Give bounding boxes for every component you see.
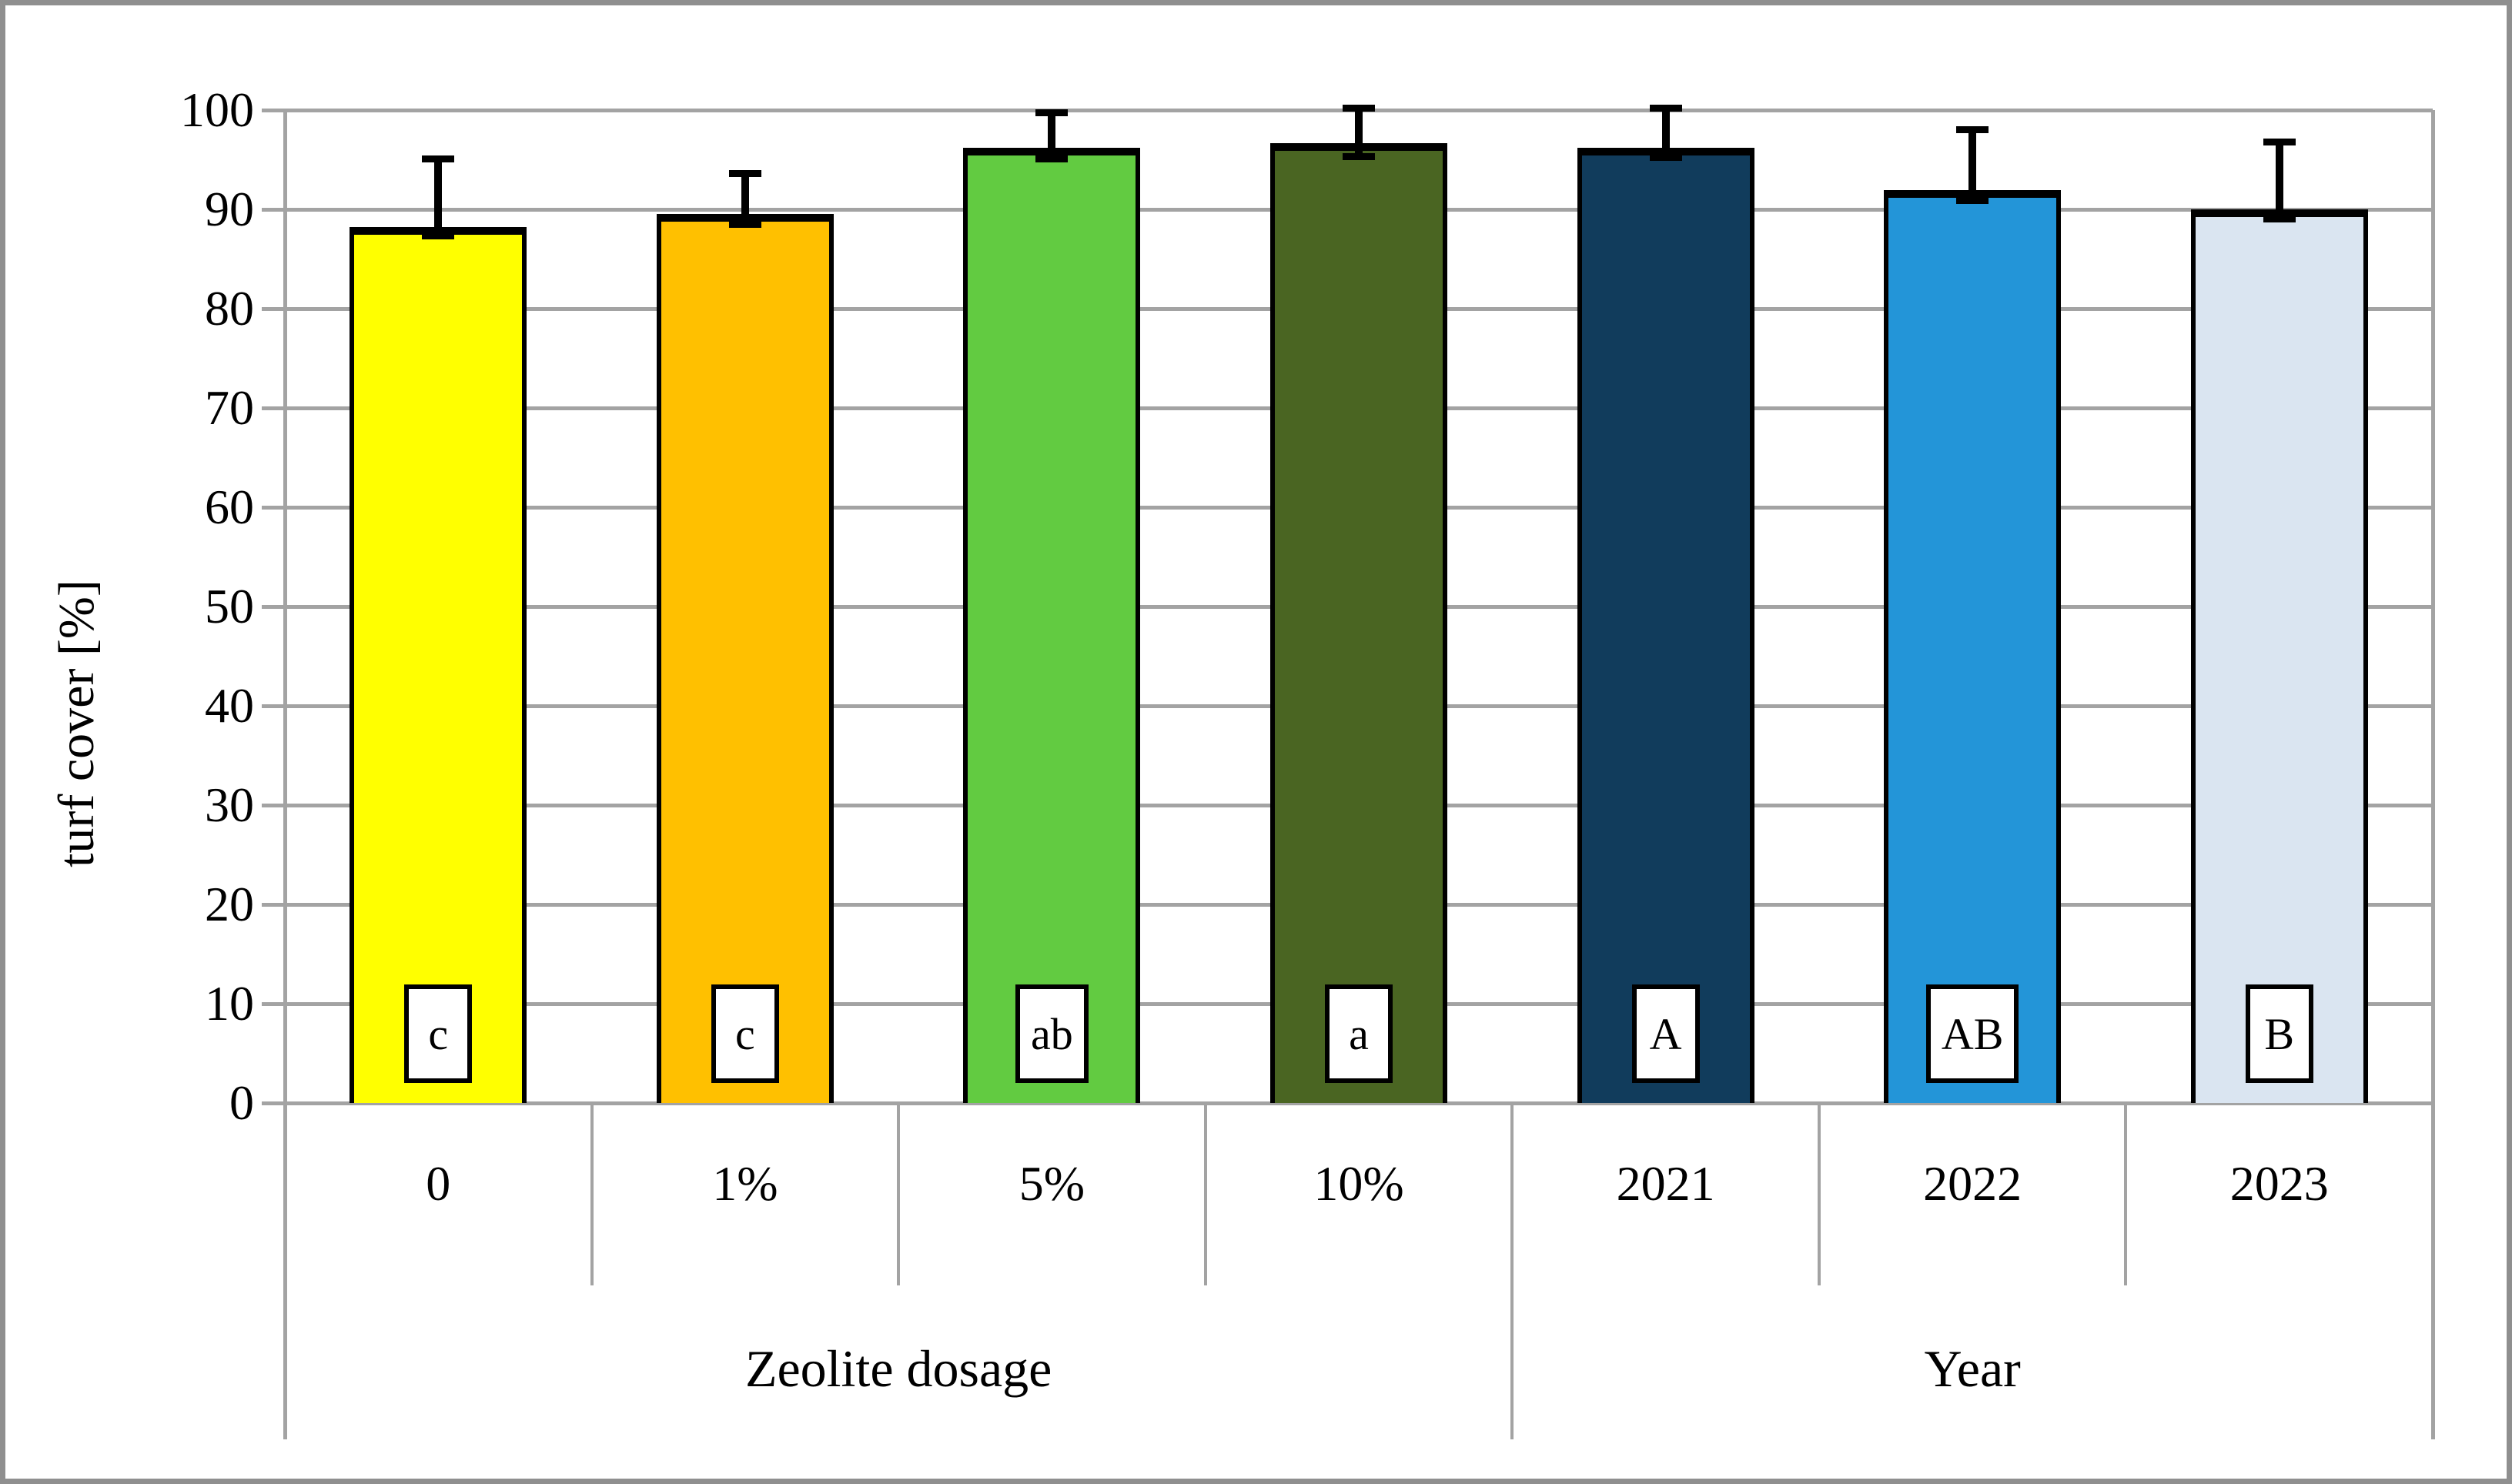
significance-letter-box: c bbox=[404, 984, 473, 1083]
error-bar-line bbox=[1968, 129, 1977, 201]
error-bar-line bbox=[1355, 108, 1363, 157]
significance-letter-box: a bbox=[1325, 984, 1393, 1083]
y-tick-label: 70 bbox=[205, 380, 254, 435]
error-bar-cap-bottom bbox=[1956, 196, 1989, 204]
error-bar-cap-bottom bbox=[1343, 153, 1375, 161]
group-separator bbox=[1510, 1103, 1514, 1439]
y-tick bbox=[262, 406, 285, 410]
error-bar-cap-bottom bbox=[2263, 216, 2296, 223]
y-tick bbox=[262, 803, 285, 807]
y-tick bbox=[262, 1001, 285, 1006]
bar bbox=[350, 227, 527, 1103]
y-tick bbox=[262, 505, 285, 510]
y-tick bbox=[262, 207, 285, 212]
error-bar-cap-top bbox=[422, 155, 455, 162]
significance-letter-box: B bbox=[2245, 984, 2313, 1083]
y-tick-label: 100 bbox=[180, 82, 254, 137]
error-bar-cap-bottom bbox=[422, 232, 455, 240]
category-separator bbox=[1203, 1103, 1207, 1285]
significance-letter-wrap: A bbox=[1550, 984, 1781, 1083]
significance-letter-box: c bbox=[711, 984, 779, 1083]
y-tick-label: 50 bbox=[205, 579, 254, 633]
y-tick bbox=[262, 108, 285, 112]
y-tick bbox=[262, 902, 285, 907]
category-separator bbox=[897, 1103, 901, 1285]
bar bbox=[1577, 148, 1754, 1103]
bar bbox=[1884, 190, 2062, 1103]
significance-letter-box: ab bbox=[1015, 984, 1089, 1083]
y-axis-title: turf cover [%] bbox=[49, 580, 105, 867]
error-bar-cap-top bbox=[1343, 104, 1375, 112]
error-bar-cap-top bbox=[1035, 109, 1069, 117]
error-bar-line bbox=[1661, 108, 1670, 158]
significance-letter-wrap: a bbox=[1243, 984, 1474, 1083]
category-label: 0 bbox=[426, 1156, 451, 1211]
y-tick-label: 0 bbox=[229, 1075, 254, 1130]
category-label: 2021 bbox=[1616, 1156, 1715, 1211]
category-label: 2023 bbox=[2229, 1156, 2329, 1211]
category-label: 2022 bbox=[1923, 1156, 2022, 1211]
error-bar-cap-top bbox=[2263, 138, 2296, 145]
significance-letter-wrap: B bbox=[2164, 984, 2395, 1083]
y-tick-label: 80 bbox=[205, 281, 254, 336]
y-tick-label: 90 bbox=[205, 182, 254, 236]
x-axis-line bbox=[285, 1101, 2433, 1105]
y-tick-label: 10 bbox=[205, 976, 254, 1031]
y-tick-label: 60 bbox=[205, 480, 254, 534]
error-bar-cap-top bbox=[1956, 126, 1989, 134]
y-tick bbox=[262, 604, 285, 609]
y-tick-label: 20 bbox=[205, 877, 254, 931]
y-tick bbox=[262, 704, 285, 708]
plot-right-border bbox=[2430, 110, 2435, 1439]
y-tick bbox=[262, 1101, 285, 1105]
error-bar-cap-top bbox=[728, 170, 761, 178]
category-separator bbox=[1817, 1103, 1821, 1285]
error-bar-line bbox=[741, 173, 749, 225]
significance-letter-box: AB bbox=[1925, 984, 2019, 1083]
bar bbox=[2190, 209, 2368, 1103]
significance-letter-wrap: ab bbox=[936, 984, 1167, 1083]
error-bar-cap-bottom bbox=[728, 220, 761, 228]
category-label: 1% bbox=[712, 1156, 778, 1211]
y-axis-line bbox=[283, 110, 287, 1439]
category-label: 5% bbox=[1019, 1156, 1085, 1211]
error-bar-line bbox=[434, 159, 443, 236]
error-bar-line bbox=[1048, 112, 1056, 159]
y-tick-label: 30 bbox=[205, 777, 254, 832]
significance-letter-wrap: AB bbox=[1857, 984, 2088, 1083]
y-tick bbox=[262, 306, 285, 311]
bar bbox=[1270, 142, 1447, 1103]
error-bar-cap-top bbox=[1649, 104, 1682, 112]
error-bar-cap-bottom bbox=[1649, 154, 1682, 162]
group-label: Year bbox=[1924, 1339, 2021, 1398]
group-label: Zeolite dosage bbox=[744, 1339, 1052, 1398]
y-tick-label: 40 bbox=[205, 678, 254, 733]
error-bar-cap-bottom bbox=[1035, 155, 1069, 162]
bar bbox=[656, 214, 834, 1103]
error-bar-line bbox=[2275, 142, 2283, 219]
significance-letter-box: A bbox=[1631, 984, 1700, 1083]
category-separator bbox=[590, 1103, 594, 1285]
significance-letter-wrap: c bbox=[323, 984, 554, 1083]
bar bbox=[963, 148, 1141, 1103]
category-label: 10% bbox=[1313, 1156, 1404, 1211]
significance-letter-wrap: c bbox=[630, 984, 861, 1083]
category-separator bbox=[2124, 1103, 2128, 1285]
